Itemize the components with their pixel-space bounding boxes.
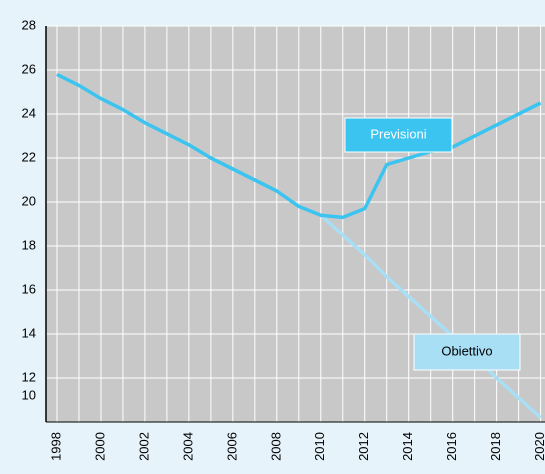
x-tick-label: 2014 [400, 432, 415, 461]
y-tick-label: 18 [22, 237, 36, 252]
x-tick-label: 2000 [92, 432, 107, 461]
series-label: Obiettivo [441, 343, 492, 358]
x-tick-label: 2010 [312, 432, 327, 461]
x-tick-label: 2020 [532, 432, 545, 461]
series-label-box [344, 117, 453, 153]
x-tick-label: 2008 [268, 432, 283, 461]
y-tick-label: 16 [22, 281, 36, 296]
x-tick-label: 2018 [488, 432, 503, 461]
x-tick-label: 1998 [48, 432, 63, 461]
y-tick-label: 20 [22, 193, 36, 208]
x-tick-label: 2002 [136, 432, 151, 461]
x-tick-label: 2012 [356, 432, 371, 461]
series-line [56, 72, 542, 220]
y-tick-label: 22 [22, 149, 36, 164]
y-tick-label: 10 [22, 387, 36, 402]
y-tick-label: 14 [22, 325, 36, 340]
x-tick-label: 2004 [180, 432, 195, 461]
y-tick-label: 26 [22, 61, 36, 76]
series-label-box [413, 333, 521, 371]
series-label: Previsioni [370, 126, 426, 141]
x-tick-label: 2006 [224, 432, 239, 461]
y-tick-label: 28 [22, 17, 36, 32]
x-tick-label: 2016 [444, 432, 459, 461]
y-tick-label: 24 [22, 105, 36, 120]
y-tick-label: 12 [22, 369, 36, 384]
series-line [319, 213, 542, 419]
